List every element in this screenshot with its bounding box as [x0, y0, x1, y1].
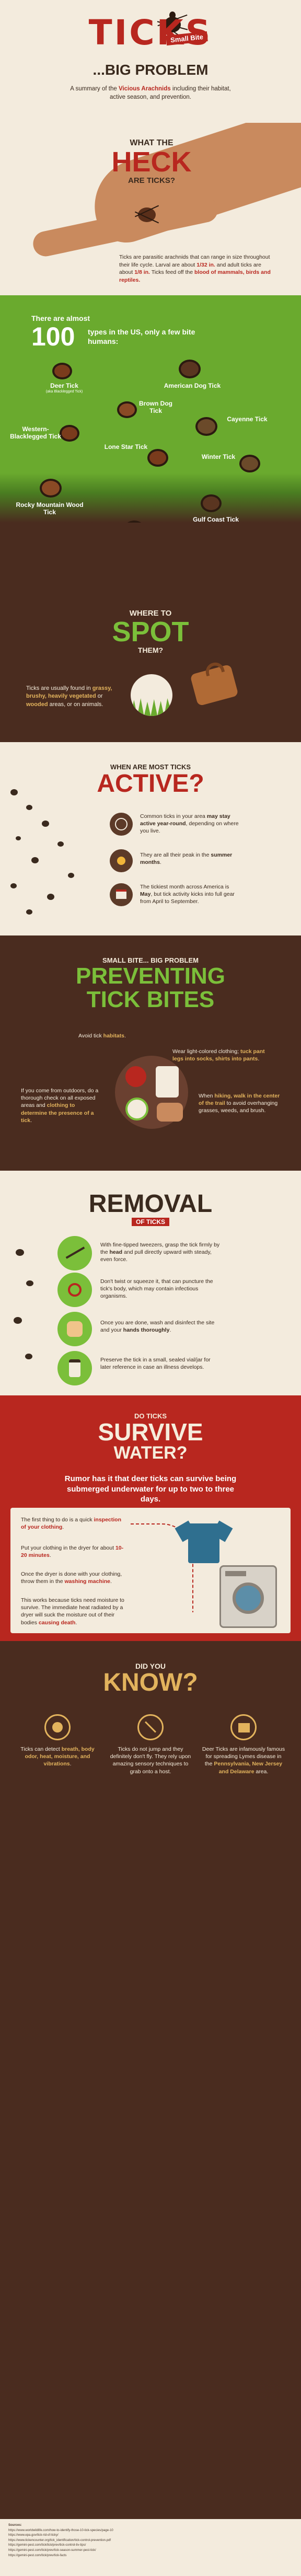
map-icon	[230, 1714, 257, 1740]
active-heading: WHEN ARE MOST TICKS ACTIVE?	[97, 763, 204, 798]
washing-machine-icon	[219, 1565, 277, 1628]
shirt-icon	[175, 1518, 233, 1565]
removal-section: REMOVAL OF TICKS With fine-tipped tweeze…	[0, 1171, 301, 1395]
tick-lone-star: Lone Star Tick	[102, 442, 176, 483]
lone-star-tick-icon	[149, 451, 166, 465]
tweezers-icon	[57, 1236, 92, 1270]
globe-icon	[110, 813, 133, 836]
tick-western-blacklegged: Western-Blacklegged Tick	[9, 421, 88, 468]
survive-section: DO TICKS SURVIVE WATER? Rumor has it tha…	[0, 1395, 301, 1641]
active-item-2: They are all their peak in the summer mo…	[110, 849, 282, 881]
page-title: TICKS	[88, 13, 213, 53]
tick-cayenne: Cayenne Tick	[192, 412, 276, 448]
tick-subname: (aka Blacklegged Tick)	[45, 389, 83, 394]
know-section: DID YOU KNOW? Ticks can detect breath, b…	[0, 1641, 301, 2519]
active-section: WHEN ARE MOST TICKS ACTIVE? Common ticks…	[0, 742, 301, 935]
tick-rocky-mountain: Rocky Mountain Wood Tick	[16, 481, 94, 528]
spot-text: Ticks are usually found in grassy, brush…	[26, 685, 112, 708]
source-link[interactable]: https://gemini-pest.com/tick/prev/tick-s…	[8, 2548, 96, 2552]
removal-step-1: With fine-tipped tweezers, grasp the tic…	[57, 1236, 282, 1273]
survive-step-3: Once the dryer is done with your clothin…	[21, 1571, 122, 1585]
rumor-text: Rumor has it that deer ticks can survive…	[64, 1474, 237, 1504]
prevent-tip-4: When hiking, walk in the center of the t…	[199, 1093, 280, 1114]
sun-icon	[110, 849, 133, 872]
prevent-tip-2: Wear light-colored clothing; tuck pant l…	[172, 1048, 265, 1062]
survive-panel: The first thing to do is a quick inspect…	[10, 1508, 291, 1633]
tick-types-section	[0, 295, 301, 473]
tick-american-dog: American Dog Tick	[161, 362, 234, 398]
tick-name: Deer Tick	[50, 382, 78, 389]
brown-dog-tick-icon	[119, 403, 135, 416]
tick-name: Cayenne Tick	[227, 415, 268, 423]
western-blacklegged-tick-icon	[62, 427, 77, 440]
gulf-coast-tick-icon	[203, 496, 219, 510]
survive-heading: DO TICKS SURVIVE WATER?	[98, 1412, 203, 1463]
know-heading: DID YOU KNOW?	[103, 1662, 198, 1696]
tick-name: Brown Dog Tick	[139, 400, 172, 414]
grass-icon	[131, 674, 172, 716]
calendar-icon	[110, 883, 133, 906]
spot-dirt-section: WHERE TO SPOT THEM? Ticks are usually fo…	[0, 523, 301, 742]
tick-name: Gulf Coast Tick	[193, 516, 239, 523]
bag-icon	[183, 653, 240, 711]
tick-logo-icon	[157, 9, 188, 39]
tick-name: Rocky Mountain Wood Tick	[16, 501, 84, 516]
wash-hands-icon	[57, 1312, 92, 1346]
source-link[interactable]: https://www.tickencounter.org/tick_ident…	[8, 2538, 111, 2542]
know-fact-3: Deer Ticks are infamously famous for spr…	[202, 1714, 285, 1775]
removal-ticks-illustration	[10, 1239, 42, 1385]
rocky-mountain-tick-icon	[42, 481, 60, 495]
survive-step-2: Put your clothing in the dryer for about…	[21, 1545, 124, 1559]
tick-gulf-coast: Gulf Coast Tick	[182, 496, 265, 538]
prevent-tip-1: Avoid tick habitats.	[78, 1033, 126, 1039]
source-link[interactable]: https://gemini-pest.com/tick/prev/tick-f…	[8, 2554, 67, 2557]
sources-list: Sources: https://www.worldwildlife.com/h…	[8, 2523, 293, 2558]
tick-brown-dog: Brown Dog Tick	[114, 398, 177, 435]
no-jump-icon	[137, 1714, 164, 1740]
winter-tick-icon	[241, 457, 258, 470]
what-are-ticks-section: WHAT THE HECK ARE TICKS? Ticks are paras…	[0, 123, 301, 295]
heck-description: Ticks are parasitic arachnids that can r…	[119, 254, 271, 284]
tick-swarm-illustration	[0, 773, 89, 930]
active-item-1: Common ticks in your area may stay activ…	[110, 813, 282, 844]
survive-step-4: This works because ticks need moisture t…	[21, 1597, 124, 1626]
removal-heading: REMOVAL OF TICKS	[88, 1190, 213, 1226]
source-link[interactable]: https://gemini-pest.com/tick/tick/prev/t…	[8, 2544, 86, 2547]
jar-icon	[57, 1351, 92, 1385]
deer-tick-icon	[54, 365, 70, 377]
source-link[interactable]: https://www.worldwildlife.com/how-to-ide…	[8, 2528, 113, 2532]
tick-name: American Dog Tick	[164, 382, 221, 389]
know-fact-1: Ticks can detect breath, body odor, heat…	[16, 1714, 99, 1768]
prevent-heading: SMALL BITE... BIG PROBLEM PREVENTING TIC…	[75, 956, 226, 1013]
tick-on-hand-icon	[131, 201, 162, 227]
removal-step-2: Don't twist or squeeze it, that can punc…	[57, 1273, 282, 1309]
dotted-arrow	[131, 1523, 193, 1612]
source-link[interactable]: https://www.epa.gov/tick-rid-of-ticky/	[8, 2534, 59, 2537]
tick-name: Winter Tick	[201, 453, 236, 460]
header-section: TICKS Small Bite ...BIG PROBLEM A summar…	[0, 0, 301, 123]
tick-name: Lone Star Tick	[104, 443, 148, 450]
active-item-3: The tickiest month across America is May…	[110, 883, 282, 920]
tick-name: Western-Blacklegged Tick	[10, 425, 61, 440]
no-squeeze-icon	[57, 1273, 92, 1307]
target-icon	[44, 1714, 71, 1740]
prevention-illustration	[105, 1045, 199, 1139]
heck-heading: WHAT THE HECK ARE TICKS?	[111, 138, 192, 185]
cayenne-tick-icon	[198, 419, 215, 434]
tick-deer: Deer Tick (aka Blacklegged Tick)	[36, 365, 103, 401]
removal-step-3: Once you are done, wash and disinfect th…	[57, 1312, 282, 1348]
sources-section: Sources: https://www.worldwildlife.com/h…	[0, 2519, 301, 2576]
prevent-section: SMALL BITE... BIG PROBLEM PREVENTING TIC…	[0, 935, 301, 1171]
tick-types-content: There are almost 100 types in the US, on…	[31, 314, 195, 351]
american-dog-tick-icon	[181, 362, 199, 376]
summary-text: A summary of the Vicious Arachnids inclu…	[70, 86, 231, 101]
page-subtitle: ...BIG PROBLEM	[92, 62, 209, 78]
removal-step-4: Preserve the tick in a small, sealed via…	[57, 1351, 282, 1388]
tick-winter: Winter Tick	[198, 453, 271, 495]
spot-heading: WHERE TO SPOT THEM?	[112, 609, 189, 654]
prevent-tip-3: If you come from outdoors, do a thorough…	[21, 1088, 99, 1124]
know-fact-2: Ticks do not jump and they definitely do…	[109, 1714, 192, 1775]
survive-step-1: The first thing to do is a quick inspect…	[21, 1517, 121, 1531]
